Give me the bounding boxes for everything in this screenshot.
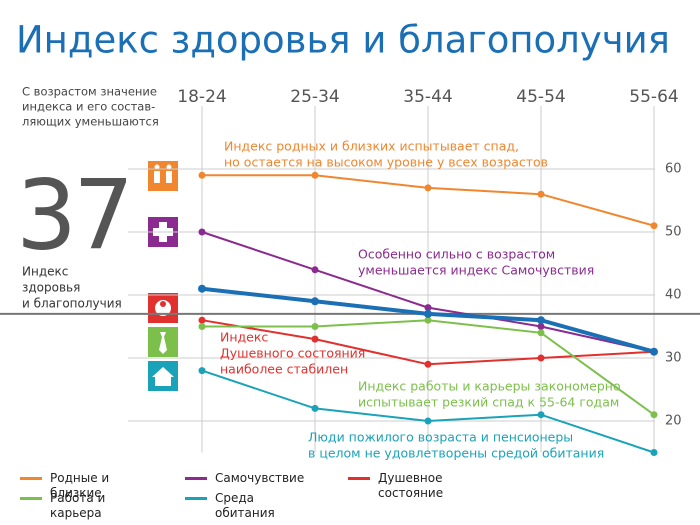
- legend-label: Душевное состояние: [378, 471, 444, 500]
- series-line-point: [311, 335, 319, 343]
- y-tick-label: 60: [665, 162, 682, 177]
- legend-swatch: [20, 497, 42, 500]
- annotation: Особенно сильно с возрастом: [358, 247, 555, 262]
- chart-title: Индекс здоровья и благополучия: [16, 19, 670, 62]
- legend-label: Работа и карьера: [50, 491, 106, 520]
- y-tick-label: 40: [665, 288, 682, 303]
- average-label: и благополучия: [22, 297, 122, 311]
- note: С возрастом значение: [22, 85, 157, 99]
- y-tick-label: 30: [665, 351, 682, 366]
- x-tick-label: 25-34: [290, 87, 339, 107]
- series-line-point: [537, 329, 545, 337]
- legend-swatch: [185, 497, 207, 500]
- series-line-point: [311, 323, 319, 330]
- y-tick-label: 50: [665, 225, 682, 240]
- index-line-point: [424, 309, 432, 318]
- legend-swatch: [348, 477, 370, 480]
- index-line-point: [537, 316, 545, 325]
- index-line-point: [311, 297, 319, 306]
- average-label: Индекс: [22, 265, 68, 279]
- legend-label: Самочувствие: [215, 471, 305, 485]
- series-line-point: [311, 171, 319, 179]
- annotation: Душевного состояния: [220, 346, 365, 361]
- series-line-point: [424, 184, 432, 192]
- series-line-point: [537, 190, 545, 198]
- annotation: испытывает резкий спад к 55-64 годам: [358, 395, 619, 410]
- series-line-point: [198, 171, 206, 179]
- series-line-point: [537, 411, 545, 419]
- x-tick-label: 55-64: [629, 87, 678, 107]
- series-line-point: [424, 304, 432, 312]
- series-line-point: [650, 449, 658, 456]
- index-line-point: [198, 284, 206, 293]
- y-tick-label: 20: [665, 414, 682, 429]
- icon-family: [148, 161, 178, 191]
- legend-label: Среда обитания: [215, 491, 275, 520]
- annotation: уменьшается индекс Самочувствия: [358, 263, 594, 278]
- annotation: наиболее стабилен: [220, 362, 348, 377]
- legend-swatch: [20, 477, 42, 480]
- series-line-point: [424, 417, 432, 425]
- annotation: в целом не удовлетворены средой обитания: [308, 446, 604, 461]
- annotation: но остается на высоком уровне у всех воз…: [224, 155, 548, 170]
- annotation: Индекс работы и карьеры закономерно: [358, 379, 621, 394]
- x-tick-label: 45-54: [516, 87, 565, 107]
- series-line-point: [311, 266, 319, 274]
- legend-swatch: [185, 477, 207, 480]
- legend-item: Самочувствие: [185, 471, 305, 486]
- annotation: Индекс: [220, 330, 268, 345]
- legend-item: Среда обитания: [185, 491, 295, 521]
- series-line-point: [198, 316, 206, 324]
- legend-item: Родные и близкие: [20, 471, 130, 501]
- series-line-point: [424, 360, 432, 368]
- legend-item: Душевное состояние: [348, 471, 458, 501]
- note: ляющих уменьшаются: [22, 115, 159, 129]
- series-line-point: [537, 354, 545, 362]
- series-line-point: [650, 222, 658, 230]
- x-tick-label: 18-24: [177, 87, 226, 107]
- series-line-point: [198, 367, 206, 375]
- x-tick-label: 35-44: [403, 87, 452, 107]
- series-line-point: [311, 404, 319, 412]
- series-line-point: [650, 411, 658, 419]
- series-line-point: [198, 323, 206, 330]
- annotation: Индекс родных и близких испытывает спад,: [224, 139, 519, 154]
- series-line-point: [198, 228, 206, 236]
- average-value: 37: [16, 159, 130, 271]
- note: индекса и его состав-: [22, 100, 155, 114]
- index-line-point: [650, 347, 658, 356]
- series-line-point: [424, 316, 432, 324]
- annotation: Люди пожилого возраста и пенсионеры: [308, 430, 573, 445]
- legend-item: Работа и карьера: [20, 491, 130, 521]
- average-label: здоровья: [22, 281, 80, 295]
- legend-label: Родные и близкие: [50, 471, 110, 500]
- icons: [148, 161, 178, 391]
- series-line-point: [537, 323, 545, 330]
